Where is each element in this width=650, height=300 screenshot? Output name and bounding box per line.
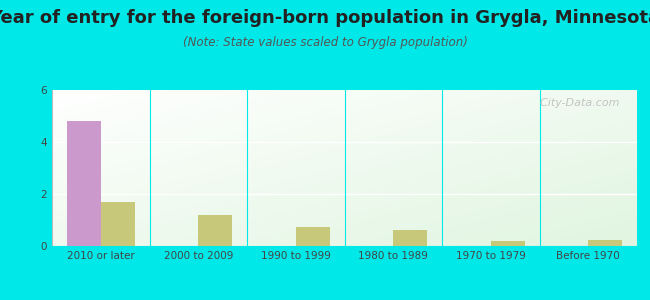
Text: Year of entry for the foreign-born population in Grygla, Minnesota: Year of entry for the foreign-born popul…: [0, 9, 650, 27]
Text: City-Data.com: City-Data.com: [533, 98, 619, 108]
Bar: [393, 230, 428, 246]
Bar: [101, 202, 135, 246]
Bar: [66, 121, 101, 246]
Bar: [491, 241, 525, 246]
Bar: [296, 226, 330, 246]
Bar: [588, 239, 623, 246]
Text: (Note: State values scaled to Grygla population): (Note: State values scaled to Grygla pop…: [183, 36, 467, 49]
Bar: [198, 215, 233, 246]
